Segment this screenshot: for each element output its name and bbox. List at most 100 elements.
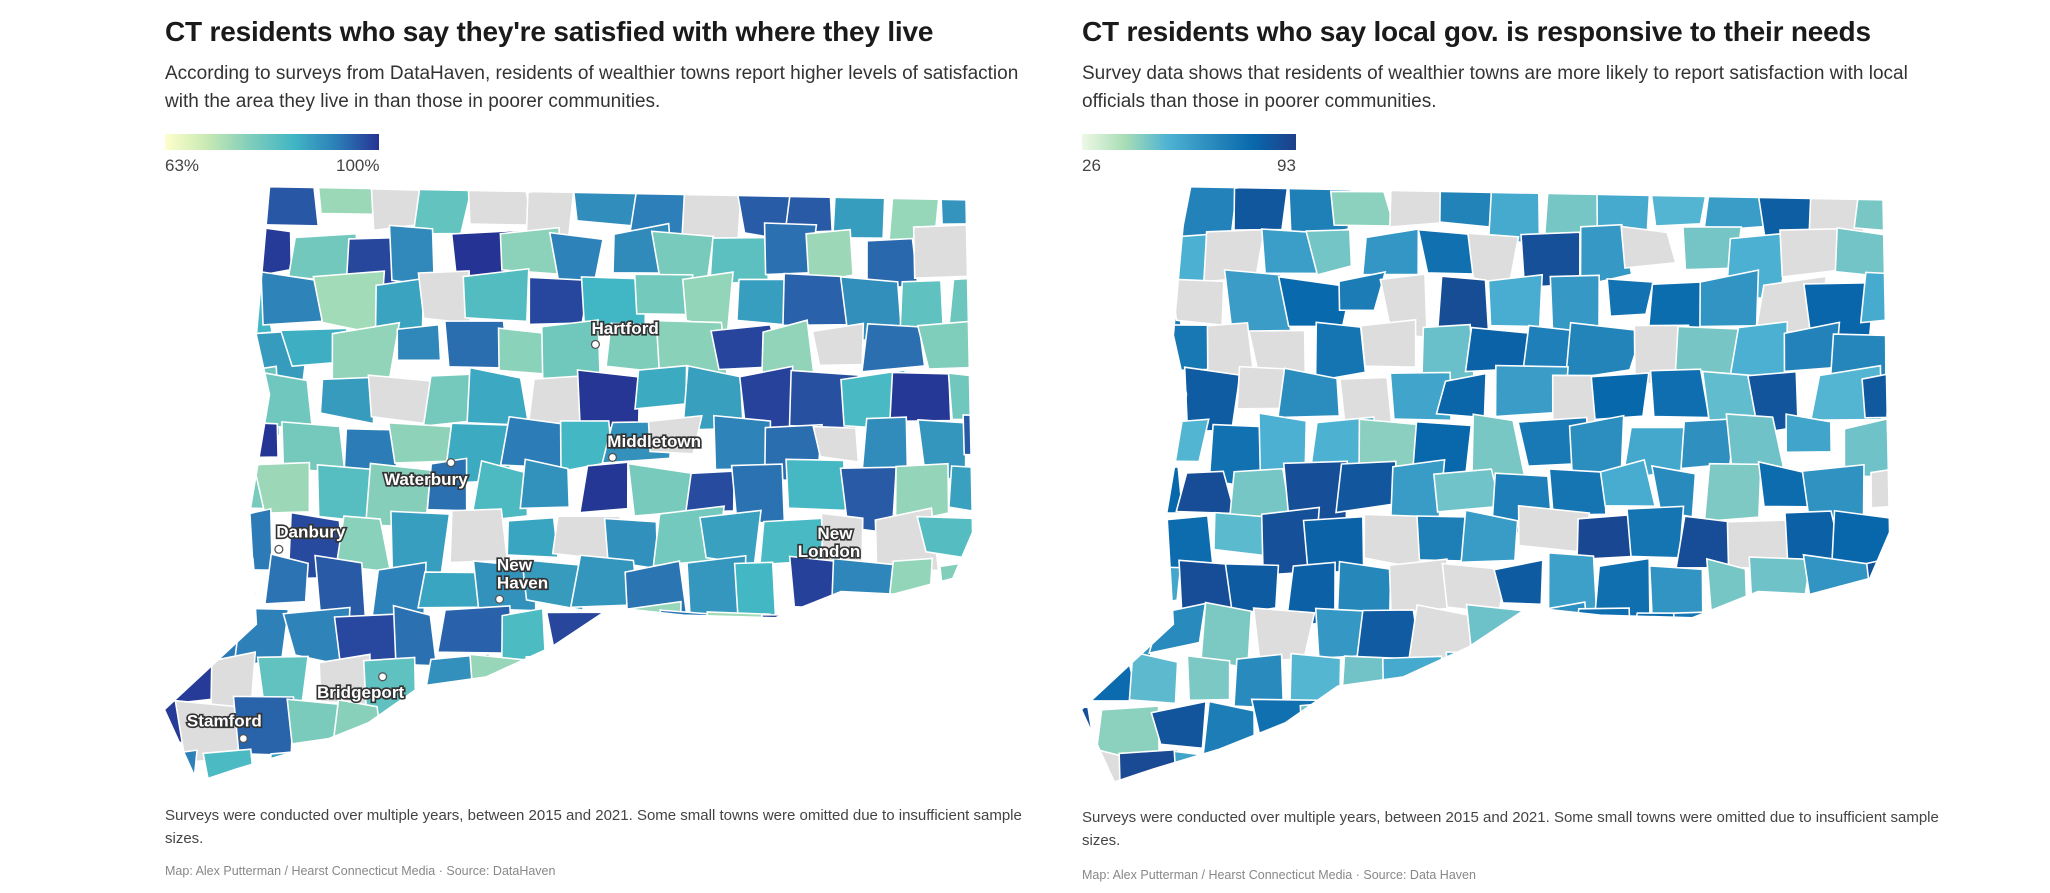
legend-min-label: 26 (1082, 156, 1101, 175)
town-region (1081, 325, 1114, 385)
town-region (971, 233, 973, 289)
town-region (1654, 652, 1722, 708)
town-region (183, 504, 238, 571)
town-region (628, 747, 686, 782)
town-region (1854, 746, 1890, 782)
town-region (449, 508, 509, 564)
town-region (496, 710, 565, 746)
town-region (1232, 748, 1286, 782)
new-haven-label-line2: Haven (497, 574, 548, 593)
town-region (942, 654, 973, 705)
town-region (1888, 600, 1890, 660)
town-region (1705, 557, 1748, 622)
town-region (1081, 367, 1131, 432)
state-outline (163, 186, 974, 782)
town-region (678, 648, 737, 699)
hartford-label: Hartford (591, 319, 658, 338)
town-region (1338, 270, 1387, 312)
town-region (1102, 233, 1176, 295)
source-credit: Map: Alex Putterman / Hearst Connecticut… (1082, 868, 1476, 882)
town-region (1626, 505, 1685, 559)
town-region (1465, 603, 1539, 660)
town-region (506, 516, 559, 559)
town-region (732, 752, 804, 782)
color-legend-bar (1082, 134, 1296, 150)
town-region (578, 750, 635, 782)
town-region (1363, 513, 1426, 571)
state-outline (1080, 186, 1891, 782)
town-region (750, 696, 799, 753)
town-region (1075, 748, 1077, 782)
legend-max-label: 100% (336, 156, 380, 175)
danbury-label: Danbury (276, 523, 346, 542)
middletown-label: Middletown (607, 432, 701, 451)
town-region (1360, 318, 1417, 368)
town-region (158, 279, 162, 324)
town-region (206, 557, 258, 599)
town-region (183, 600, 240, 666)
town-region (1487, 273, 1544, 328)
town-region (1703, 462, 1762, 523)
town-region (760, 613, 813, 665)
town-region (164, 565, 206, 629)
legend-min-label: 63% (165, 156, 200, 175)
town-region (1236, 365, 1286, 410)
town-region (1592, 557, 1651, 629)
waterbury-label: Waterbury (384, 470, 468, 489)
town-region (894, 462, 950, 526)
town-region (855, 605, 913, 671)
town-region (1854, 659, 1890, 709)
town-region (1596, 752, 1672, 782)
town-region (526, 752, 600, 782)
town-region (733, 561, 777, 621)
town-region (330, 698, 385, 759)
town-region (1649, 368, 1710, 419)
town-region (1697, 651, 1775, 691)
town-region (1081, 512, 1116, 569)
town-region (1623, 612, 1700, 672)
new-haven-label-line1: New (497, 555, 533, 574)
town-region (699, 509, 762, 566)
town-region (164, 749, 198, 782)
town-region (1620, 225, 1677, 269)
footnote: Surveys were conducted over multiple yea… (165, 807, 1022, 847)
town-region (1650, 186, 1709, 227)
town-region (260, 270, 323, 326)
town-region (1213, 511, 1269, 557)
town-region (698, 699, 768, 754)
new-haven-marker (494, 594, 505, 604)
town-region (466, 366, 530, 427)
town-region (1811, 746, 1868, 782)
new-london-label-line1: New (817, 524, 853, 543)
town-region (1445, 651, 1507, 708)
town-region (1081, 416, 1097, 488)
town-region (1173, 750, 1242, 782)
town-region (1785, 413, 1832, 454)
town-region (1081, 467, 1088, 513)
town-region (1100, 413, 1159, 483)
town-region (267, 747, 334, 782)
bridgeport-label: Bridgeport (317, 683, 405, 702)
town-region (1658, 755, 1721, 782)
town-region (1843, 415, 1890, 478)
town-region (1853, 186, 1890, 235)
town-region (811, 709, 853, 756)
town-region (1501, 649, 1568, 705)
town-region (1388, 558, 1449, 615)
town-region (179, 228, 228, 276)
town-region (1786, 700, 1840, 754)
town-region (525, 656, 593, 716)
town-region (312, 270, 386, 336)
town-region (788, 748, 850, 782)
town-region (1516, 705, 1573, 759)
waterbury-marker (446, 458, 456, 468)
town-region (962, 414, 973, 456)
town-region (1305, 228, 1353, 276)
gov-responsive-map-panel: CT residents who say local gov. is respo… (1080, 0, 2042, 893)
town-region (1442, 748, 1480, 782)
town-region (1355, 700, 1420, 760)
town-region (1117, 376, 1174, 430)
town-region (468, 744, 529, 782)
town-region (1081, 655, 1140, 702)
town-region (977, 510, 979, 562)
